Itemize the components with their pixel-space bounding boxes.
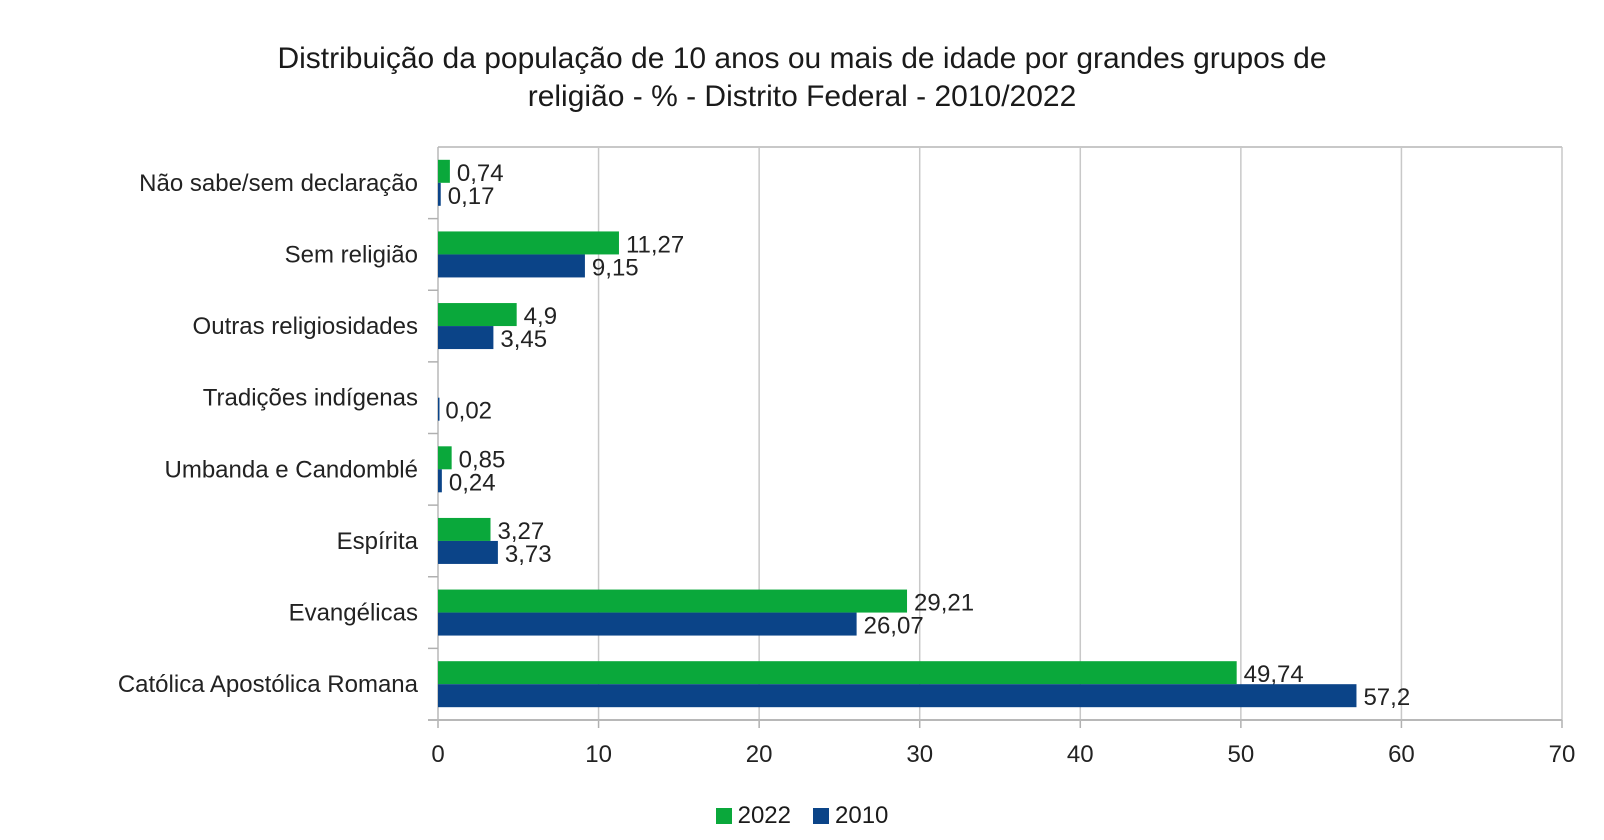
data-label-2010: 0,24 (449, 469, 496, 496)
data-label-2022: 0,85 (459, 446, 506, 473)
category-label: Umbanda e Candomblé (165, 456, 419, 483)
x-tick-label: 60 (1388, 741, 1415, 768)
data-label-2010: 26,07 (864, 613, 924, 640)
data-label-2022: 29,21 (914, 590, 974, 617)
data-label-2010: 3,73 (505, 541, 552, 568)
data-label-2010: 9,15 (592, 254, 639, 281)
bar-2010 (438, 254, 585, 278)
chart-title: Distribuição da população de 10 anos ou … (0, 40, 1604, 116)
category-label: Outras religiosidades (193, 313, 418, 340)
bar-2010 (438, 326, 494, 350)
category-label: Evangélicas (289, 600, 418, 627)
x-tick-label: 0 (431, 741, 444, 768)
x-tick-label: 20 (746, 741, 773, 768)
bar-2022 (438, 589, 908, 613)
category-label: Sem religião (285, 241, 418, 268)
bar-2010 (438, 469, 442, 493)
legend-item-2022: 2022 (715, 802, 791, 830)
x-tick-label: 50 (1228, 741, 1255, 768)
bar-2022 (438, 661, 1237, 685)
x-tick-label: 70 (1549, 741, 1576, 768)
data-label-2010: 3,45 (500, 326, 547, 353)
legend-label-2022: 2022 (737, 802, 791, 829)
bar-2010 (438, 684, 1357, 708)
bar-2022 (438, 303, 517, 327)
bar-2010 (438, 397, 440, 421)
data-label-2010: 0,17 (448, 183, 495, 210)
category-label: Católica Apostólica Romana (118, 671, 419, 698)
x-tick-label: 40 (1067, 741, 1094, 768)
data-label-2022: 3,27 (498, 518, 545, 545)
data-label-2022: 0,74 (457, 160, 504, 187)
category-label: Espírita (337, 528, 419, 555)
legend-label-2010: 2010 (835, 802, 889, 829)
data-label-2022: 49,74 (1244, 661, 1304, 688)
category-label: Tradições indígenas (203, 385, 418, 412)
legend-swatch-2022 (715, 808, 732, 824)
data-label-2010: 0,02 (445, 398, 492, 425)
legend: 2022 2010 (0, 802, 1604, 830)
bar-2022 (438, 446, 452, 470)
x-tick-label: 30 (906, 741, 933, 768)
legend-item-2010: 2010 (813, 802, 888, 830)
chart-title-line-1: Distribuição da população de 10 anos ou … (277, 42, 1327, 75)
data-label-2022: 11,27 (626, 231, 684, 258)
bar-2010 (438, 540, 498, 564)
data-label-2022: 4,9 (524, 303, 557, 330)
data-label-2010: 57,2 (1363, 684, 1410, 711)
bar-2010 (438, 182, 441, 206)
bar-2022 (438, 159, 450, 183)
x-tick-label: 10 (585, 741, 612, 768)
bar-2022 (438, 517, 491, 541)
category-label: Não sabe/sem declaração (139, 170, 418, 197)
chart-title-line-2: religião - % - Distrito Federal - 2010/2… (527, 80, 1077, 113)
legend-swatch-2010 (813, 808, 829, 824)
bar-2022 (438, 231, 619, 255)
bar-2010 (438, 612, 857, 636)
